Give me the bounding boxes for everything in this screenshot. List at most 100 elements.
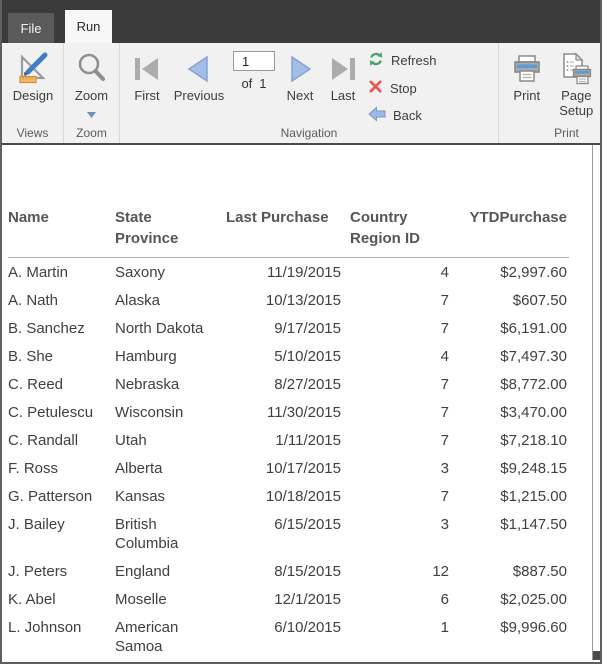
table-row: J. Bailey British Columbia 6/15/2015 3 $1,14…: [8, 510, 569, 557]
table-cell: 5/10/2015: [274, 348, 341, 365]
chevron-down-icon[interactable]: [87, 106, 96, 121]
table-cell: $7,218.10: [500, 432, 567, 449]
table-cell: 8/15/2015: [274, 563, 341, 580]
report-page: Name State Province Last Purchase Country R…: [2, 145, 593, 660]
next-page-label: Next: [286, 88, 314, 103]
table-cell: 11/30/2015: [267, 404, 341, 421]
table-cell: North Dakota: [115, 320, 204, 337]
column-header: State Province: [115, 207, 226, 258]
table-cell: Moselle: [115, 591, 167, 608]
table-cell: $887.50: [512, 563, 567, 580]
table-cell: L. Johnson: [8, 619, 82, 636]
page-number-stack: of 1: [230, 50, 278, 134]
page-number-input[interactable]: [233, 51, 275, 71]
page-setup-icon: [559, 50, 593, 88]
table-cell: A. Nath: [8, 292, 59, 309]
table-row: A. Martin Saxony 11/19/2015 4 $2,997.60: [8, 258, 569, 287]
table-row: J. Peters England 8/15/2015 12 $887.50: [8, 557, 569, 585]
previous-page-button[interactable]: Previous: [168, 50, 230, 134]
table-cell: C. Reed: [8, 376, 64, 393]
resize-grip[interactable]: [593, 651, 600, 660]
print-group-label: Print: [554, 126, 579, 140]
back-button[interactable]: Back: [368, 106, 422, 125]
page-setup-button[interactable]: Page Setup: [553, 50, 600, 118]
table-row: L. Johnson American Samoa 6/10/2015 1 $9,996…: [8, 613, 569, 660]
table-cell: Kansas: [115, 488, 166, 505]
last-page-label: Last: [330, 88, 356, 103]
table-cell: 7: [440, 376, 449, 393]
table-row: A. Nath Alaska 10/13/2015 7 $607.50: [8, 286, 569, 314]
last-page-icon: [327, 50, 359, 88]
table-cell: 9/17/2015: [274, 320, 341, 337]
table-row: C. Petulescu Wisconsin 11/30/2015 7 $3,470.0…: [8, 398, 569, 426]
refresh-button[interactable]: Refresh: [368, 51, 437, 70]
table-cell: Alaska: [115, 292, 161, 309]
table-cell: 3: [440, 516, 449, 533]
first-page-button[interactable]: First: [126, 50, 168, 134]
print-button[interactable]: Print: [507, 50, 547, 118]
table-cell: $9,248.15: [500, 460, 567, 477]
first-page-label: First: [134, 88, 160, 103]
table-cell: $1,147.50: [500, 516, 567, 533]
table-cell: Wisconsin: [115, 404, 184, 421]
of-label: of: [241, 76, 253, 91]
refresh-icon: [368, 51, 384, 70]
table-cell: 1/11/2015: [275, 432, 341, 449]
table-cell: 10/13/2015: [265, 292, 341, 309]
table-row: C. Randall Utah 1/11/2015 7 $7,218.10: [8, 426, 569, 454]
print-button-label: Print: [513, 88, 541, 103]
last-page-button[interactable]: Last: [322, 50, 364, 134]
table-cell: C. Petulescu: [8, 404, 94, 421]
table-cell: England: [115, 563, 171, 580]
ribbon-group-navigation: First Previous of 1: [120, 43, 499, 143]
report-table: Name State Province Last Purchase Country R…: [8, 207, 569, 660]
table-cell: $2,997.60: [500, 264, 567, 281]
tab-file[interactable]: File: [8, 13, 54, 43]
table-cell: Hamburg: [115, 348, 177, 365]
table-cell: 4: [440, 348, 449, 365]
design-button[interactable]: Design: [6, 50, 60, 103]
table-cell: 10/18/2015: [265, 488, 341, 505]
table-cell: 7: [440, 432, 449, 449]
table-row: C. Reed Nebraska 8/27/2015 7 $8,772.00: [8, 370, 569, 398]
next-page-icon: [284, 50, 316, 88]
tab-run[interactable]: Run: [65, 10, 112, 43]
zoom-group-label: Zoom: [76, 126, 107, 140]
ribbon-tab-bar: File Run: [2, 0, 600, 43]
table-cell: 6: [440, 591, 449, 608]
table-cell: 11/19/2015: [267, 264, 341, 281]
table-cell: $6,191.00: [500, 320, 567, 337]
table-cell: 3: [440, 460, 449, 477]
table-cell: Nebraska: [115, 376, 180, 393]
table-header-row: Name State Province Last Purchase Country R…: [8, 207, 569, 258]
column-header: Name: [8, 207, 115, 258]
stop-button[interactable]: Stop: [368, 79, 417, 97]
page-setup-label: Page Setup: [559, 88, 594, 118]
previous-page-icon: [183, 50, 215, 88]
table-cell: F. Ross: [8, 460, 59, 477]
table-cell: 6/10/2015: [274, 619, 341, 636]
table-cell: 7: [440, 320, 449, 337]
table-cell: British Columbia: [115, 516, 179, 552]
page-count-text: of 1: [241, 76, 266, 91]
table-body: A. Martin Saxony 11/19/2015 4 $2,997.60 A. Na…: [8, 258, 569, 661]
table-cell: B. She: [8, 348, 54, 365]
table-cell: 6/15/2015: [274, 516, 341, 533]
refresh-stop-back-stack: Refresh Stop: [364, 50, 437, 134]
table-cell: 8/27/2015: [274, 376, 341, 393]
table-cell: 7: [440, 292, 449, 309]
ribbon: Design Views Zoom: [2, 43, 600, 145]
back-label: Back: [393, 108, 422, 123]
next-page-button[interactable]: Next: [278, 50, 322, 134]
table-cell: K. Abel: [8, 591, 56, 608]
magnifier-icon: [74, 50, 110, 88]
table-cell: 7: [440, 488, 449, 505]
views-group-label: Views: [16, 126, 49, 140]
stop-icon: [368, 79, 383, 97]
column-header: Country Region ID: [346, 207, 452, 258]
table-cell: $9,996.60: [500, 619, 567, 636]
zoom-button[interactable]: Zoom: [68, 50, 116, 121]
table-row: B. She Hamburg 5/10/2015 4 $7,497.30: [8, 342, 569, 370]
previous-page-label: Previous: [173, 88, 225, 103]
